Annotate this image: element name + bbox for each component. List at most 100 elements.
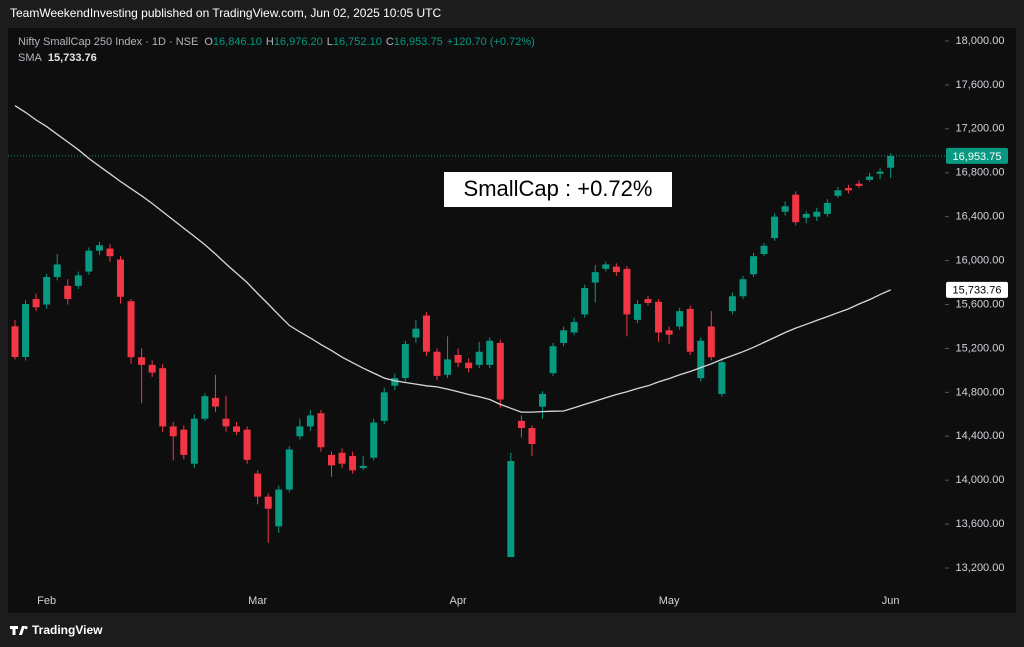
- candle-body: [728, 296, 736, 312]
- candle-body: [211, 397, 219, 407]
- candle-body: [74, 275, 82, 286]
- y-tick-label: 15,200.00: [956, 342, 1005, 354]
- ohlc-value: 16,752.10: [333, 36, 382, 48]
- candle-body: [32, 299, 40, 308]
- x-tick-label: Feb: [37, 595, 56, 607]
- ohlc-key: C: [386, 36, 394, 48]
- sma-line: [14, 105, 891, 413]
- change: +120.70 (+0.72%): [447, 36, 535, 48]
- y-tick-label: 14,400.00: [956, 430, 1005, 442]
- ohlc-value: 16,976.20: [274, 36, 323, 48]
- candle-body: [591, 272, 599, 283]
- footer: TradingView: [32, 623, 103, 637]
- ohlc-key: O: [204, 36, 213, 48]
- candle-body: [517, 420, 525, 429]
- candle-body: [465, 362, 473, 369]
- x-tick-label: Mar: [248, 595, 267, 607]
- candle-body: [412, 328, 420, 338]
- price-tag: [946, 147, 1008, 164]
- candle-body: [697, 340, 705, 379]
- candle-body: [233, 426, 241, 432]
- candle-body: [422, 315, 430, 352]
- candle-body: [771, 216, 779, 239]
- candle-body: [486, 340, 494, 365]
- candle-body: [644, 299, 652, 303]
- candle-body: [138, 357, 146, 365]
- candle-body: [528, 428, 536, 444]
- candle-body: [560, 330, 568, 343]
- candle-body: [127, 301, 135, 358]
- y-tick-label: 16,800.00: [956, 167, 1005, 179]
- candle-body: [760, 245, 768, 254]
- price-tag-label: 15,733.76: [953, 285, 1002, 297]
- y-tick-label: 16,000.00: [956, 254, 1005, 266]
- candle-body: [507, 460, 515, 558]
- candle-body: [655, 301, 663, 333]
- y-tick-label: 16,400.00: [956, 211, 1005, 223]
- candle-body: [802, 213, 810, 218]
- candle-body: [866, 176, 874, 180]
- candle-body: [11, 326, 19, 357]
- y-tick-label: 14,800.00: [956, 386, 1005, 398]
- candle-body: [190, 418, 198, 464]
- price-tag: [946, 281, 1008, 298]
- candle-body: [222, 418, 230, 427]
- candle-body: [876, 171, 884, 174]
- candle-body: [148, 364, 156, 373]
- candle-body: [665, 330, 673, 335]
- sma-value: 15,733.76: [48, 52, 97, 64]
- candle-body: [401, 344, 409, 379]
- candle-body: [64, 285, 72, 300]
- y-tick-label: 17,600.00: [956, 79, 1005, 91]
- candle-body: [433, 351, 441, 376]
- annotation-box: [444, 172, 672, 207]
- candle-body: [539, 394, 546, 407]
- footer-logo: [10, 626, 28, 635]
- candle-body: [391, 378, 399, 386]
- sma-name: SMA: [18, 52, 43, 64]
- candle-body: [349, 456, 357, 471]
- ohlc-value: 16,953.75: [394, 36, 443, 48]
- candle-body: [22, 303, 30, 357]
- sma-legend: SMA 15,733.76: [18, 52, 97, 64]
- candle-body: [612, 266, 620, 273]
- candle-body: [581, 288, 589, 315]
- candle-body: [844, 188, 852, 191]
- y-tick-label: 17,200.00: [956, 123, 1005, 135]
- candle-body: [781, 206, 789, 212]
- candle-body: [285, 449, 293, 490]
- candle-body: [855, 183, 863, 186]
- price-tag-label: 16,953.75: [953, 151, 1002, 163]
- candle-body: [254, 473, 262, 497]
- candle-body: [454, 355, 462, 363]
- candle-body: [707, 326, 715, 358]
- candle-body: [53, 264, 61, 278]
- candle-body: [359, 465, 367, 469]
- candle-body: [201, 396, 209, 419]
- candle-body: [496, 342, 504, 400]
- ohlc-key: L: [327, 36, 333, 48]
- candle-body: [296, 426, 304, 437]
- candle-body: [169, 426, 177, 437]
- candle-body: [834, 190, 842, 196]
- candle-body: [718, 362, 726, 394]
- candle-body: [370, 422, 378, 458]
- x-tick-label: Apr: [450, 595, 467, 607]
- ohlc: O16,846.10 H16,976.20 L16,752.10 C16,953.75: [204, 36, 442, 48]
- candle-body: [306, 415, 314, 427]
- candle-body: [676, 311, 684, 327]
- y-tick-label: 13,200.00: [956, 562, 1005, 574]
- candle-body: [750, 256, 757, 275]
- y-tick-label: 15,600.00: [956, 298, 1005, 310]
- annotation: SmallCap : +0.72%: [464, 176, 653, 201]
- legend: Nifty SmallCap 250 Index · 1D · NSE O16,8…: [18, 36, 535, 48]
- candle-body: [264, 496, 272, 509]
- y-tick-label: 13,600.00: [956, 518, 1005, 530]
- ohlc-key: H: [266, 36, 274, 48]
- candle-body: [106, 248, 114, 257]
- x-tick-label: May: [659, 595, 680, 607]
- candle-body: [317, 413, 325, 448]
- candle-body: [549, 346, 557, 374]
- candle-body: [159, 368, 167, 427]
